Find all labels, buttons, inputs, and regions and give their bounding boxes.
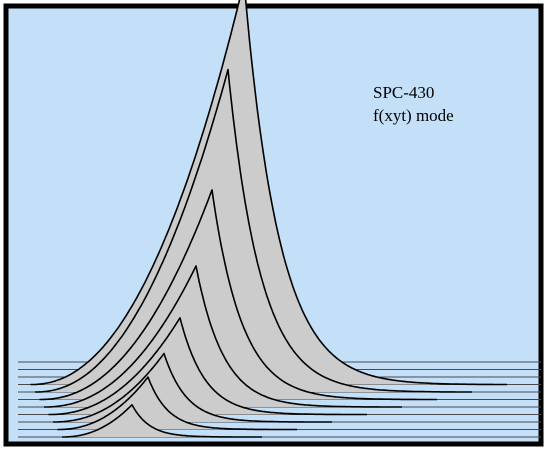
trace-area	[62, 404, 262, 437]
trace-curve	[39, 189, 437, 401]
trace-curve	[48, 317, 367, 416]
trace-curve	[62, 404, 262, 438]
trace-curve	[35, 68, 472, 393]
trace-curve	[44, 265, 402, 408]
trace-area	[35, 69, 472, 392]
trace-curve	[30, 0, 507, 386]
waterfall-traces	[18, 0, 541, 438]
trace-curve	[57, 376, 297, 431]
trace-area	[44, 266, 402, 407]
trace-area	[48, 317, 367, 415]
trace-area	[39, 189, 437, 400]
chart-annotation-mode: f(xyt) mode	[373, 106, 454, 125]
chart-annotation-model: SPC-430	[373, 83, 434, 102]
trace-curve	[53, 352, 332, 423]
trace-area	[57, 377, 297, 430]
